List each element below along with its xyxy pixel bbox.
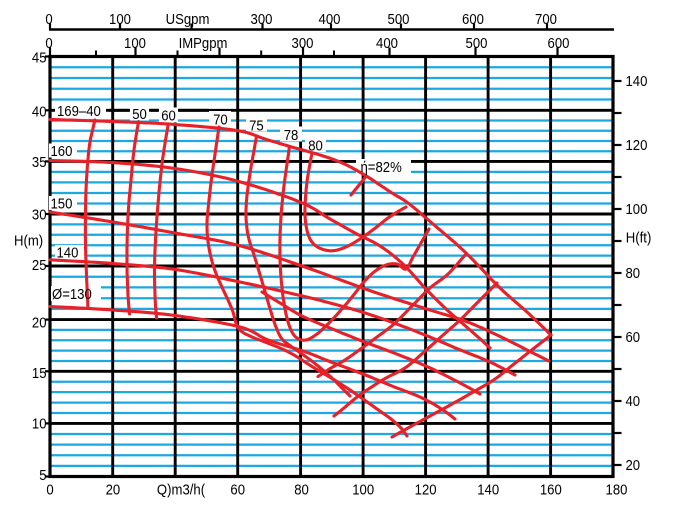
svg-text:USgpm: USgpm bbox=[166, 10, 210, 27]
svg-text:600: 600 bbox=[548, 35, 570, 52]
svg-text:700: 700 bbox=[535, 10, 557, 27]
svg-text:35: 35 bbox=[32, 153, 47, 170]
svg-text:40: 40 bbox=[32, 103, 47, 120]
svg-text:15: 15 bbox=[32, 364, 47, 381]
svg-text:140: 140 bbox=[626, 72, 648, 89]
svg-text:75: 75 bbox=[249, 117, 264, 134]
svg-text:600: 600 bbox=[462, 10, 484, 27]
svg-text:H(ft): H(ft) bbox=[626, 229, 652, 246]
svg-text:400: 400 bbox=[319, 10, 341, 27]
svg-text:120: 120 bbox=[626, 136, 648, 153]
svg-text:80: 80 bbox=[308, 137, 323, 154]
svg-text:60: 60 bbox=[161, 107, 176, 124]
svg-text:40: 40 bbox=[626, 392, 641, 409]
svg-text:180: 180 bbox=[606, 481, 628, 498]
svg-text:500: 500 bbox=[466, 35, 488, 52]
svg-text:160: 160 bbox=[540, 481, 562, 498]
svg-text:30: 30 bbox=[32, 206, 47, 223]
svg-text:100: 100 bbox=[124, 35, 146, 52]
svg-text:ή=82%: ή=82% bbox=[361, 158, 402, 175]
svg-text:140: 140 bbox=[477, 481, 499, 498]
svg-text:10: 10 bbox=[32, 415, 47, 432]
svg-text:45: 45 bbox=[32, 49, 47, 66]
svg-text:0: 0 bbox=[45, 35, 53, 52]
svg-text:0: 0 bbox=[46, 481, 54, 498]
svg-text:300: 300 bbox=[251, 10, 273, 27]
svg-text:100: 100 bbox=[109, 10, 131, 27]
svg-text:150: 150 bbox=[51, 195, 73, 212]
svg-text:H(m): H(m) bbox=[14, 232, 43, 249]
svg-text:80: 80 bbox=[294, 481, 309, 498]
svg-text:60: 60 bbox=[230, 481, 245, 498]
svg-text:5: 5 bbox=[39, 466, 47, 483]
svg-text:70: 70 bbox=[213, 111, 228, 128]
svg-text:100: 100 bbox=[626, 200, 648, 217]
svg-text:25: 25 bbox=[32, 256, 47, 273]
svg-text:400: 400 bbox=[376, 35, 398, 52]
svg-text:60: 60 bbox=[626, 328, 641, 345]
svg-text:20: 20 bbox=[626, 456, 641, 473]
svg-text:0: 0 bbox=[45, 10, 53, 27]
svg-text:78: 78 bbox=[284, 126, 299, 143]
svg-text:Ø=130: Ø=130 bbox=[52, 285, 92, 302]
svg-text:140: 140 bbox=[57, 244, 79, 261]
svg-text:169–40: 169–40 bbox=[57, 102, 101, 119]
svg-text:50: 50 bbox=[132, 105, 147, 122]
svg-text:300: 300 bbox=[292, 35, 314, 52]
svg-text:Q)m3/h(: Q)m3/h( bbox=[157, 481, 205, 498]
svg-text:500: 500 bbox=[388, 10, 410, 27]
svg-text:20: 20 bbox=[32, 314, 47, 331]
svg-text:160: 160 bbox=[51, 142, 73, 159]
svg-text:80: 80 bbox=[626, 264, 641, 281]
svg-text:100: 100 bbox=[352, 481, 374, 498]
svg-text:120: 120 bbox=[415, 481, 437, 498]
svg-text:IMPgpm: IMPgpm bbox=[179, 35, 228, 52]
svg-text:20: 20 bbox=[106, 481, 121, 498]
